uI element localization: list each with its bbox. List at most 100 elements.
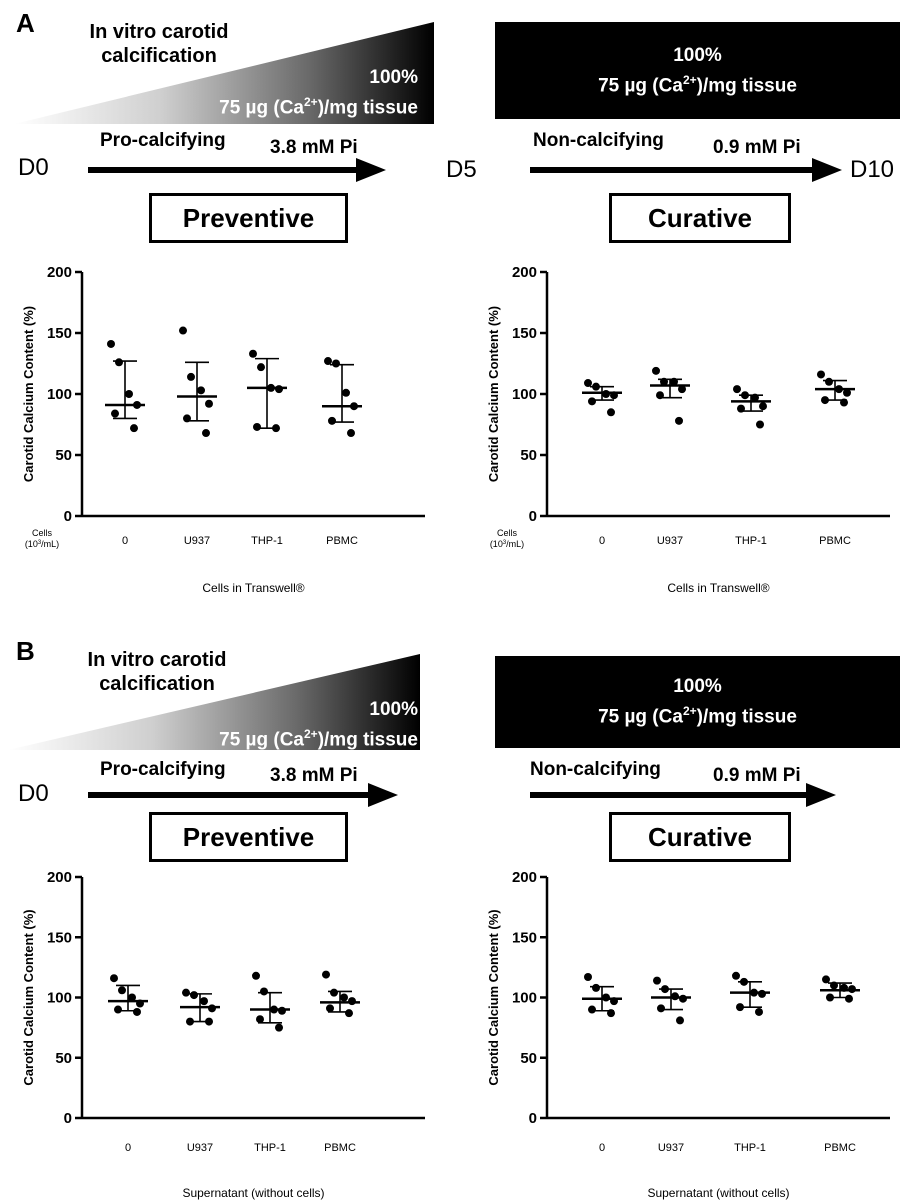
y-tick-label: 50 (55, 447, 72, 464)
data-point (671, 992, 679, 1001)
y-tick-label: 0 (64, 508, 72, 525)
box-percent-value: 100% (673, 676, 722, 698)
curative-calcified-box-b: 100% 75 µg (Ca2+)/mg tissue (495, 656, 900, 748)
chart-b-curative: 0 50 100 150 200 Carotid Calcium Content (%) 0… (486, 869, 890, 1200)
data-point (324, 357, 332, 366)
wedge-percent-value: 100% (369, 67, 418, 88)
x-tick-label: 0 (599, 1142, 605, 1154)
chart-b-preventive: 0 50 100 150 200 Carotid Calcium Content (%) 0… (21, 869, 425, 1200)
x-tick-label: 0 (125, 1142, 131, 1154)
x-tick-label: U937 (658, 1142, 684, 1154)
y-tick-label: 50 (55, 1050, 72, 1067)
y-tick-label: 100 (47, 386, 72, 403)
data-point (656, 391, 664, 400)
y-tick-label: 150 (47, 325, 72, 342)
x-axis-label: Supernatant (without cells) (182, 1186, 324, 1200)
x-tick-label: 0 (122, 535, 128, 547)
non-calcifying-conc-b: 0.9 mM Pi (713, 765, 801, 786)
data-point (592, 983, 600, 992)
data-point (741, 391, 749, 400)
data-point (330, 988, 338, 997)
data-point (275, 1023, 283, 1032)
data-point (350, 402, 358, 411)
data-point (825, 377, 833, 386)
data-point (272, 424, 280, 433)
y-tick-label: 50 (520, 1050, 537, 1067)
data-point (755, 1007, 763, 1016)
data-point (205, 399, 213, 408)
wedge-title-line1: In vitro carotid (89, 21, 229, 43)
x-axis-label: Cells in Transwell® (202, 581, 304, 595)
wedge-title-a: In vitro carotid calcification (64, 20, 254, 68)
data-point (345, 1009, 353, 1018)
box-amount: 75 µg (Ca2+)/mg tissue (598, 704, 797, 728)
wedge-title-line2: calcification (101, 45, 217, 67)
data-point (751, 393, 759, 402)
data-point (607, 1009, 615, 1018)
data-point (653, 976, 661, 985)
panel-letter-a: A (16, 8, 35, 38)
data-point (115, 358, 123, 367)
data-point (657, 1004, 665, 1013)
data-point (179, 326, 187, 335)
data-point (845, 994, 853, 1003)
pro-calcifying-conc-a: 3.8 mM Pi (270, 137, 358, 158)
data-point (675, 416, 683, 425)
data-point (182, 988, 190, 997)
data-point (128, 993, 136, 1002)
x-tick-label: 0 (599, 535, 605, 547)
data-point (661, 985, 669, 994)
pro-calcifying-label-b: Pro-calcifying (100, 759, 226, 780)
data-point (256, 1015, 264, 1024)
x-tick-label: THP-1 (251, 535, 283, 547)
calcification-gradient-wedge-a (14, 22, 434, 124)
data-point (249, 349, 257, 358)
y-tick-label: 150 (47, 929, 72, 946)
pro-calcifying-label-a: Pro-calcifying (100, 130, 226, 151)
data-point (821, 396, 829, 405)
y-tick-label: 50 (520, 447, 537, 464)
data-point (252, 971, 260, 980)
data-point (817, 370, 825, 379)
data-point (253, 422, 261, 431)
data-point (826, 993, 834, 1002)
data-point (348, 997, 356, 1006)
data-point (676, 1016, 684, 1025)
data-point (610, 997, 618, 1006)
data-point (328, 416, 336, 425)
y-tick-label: 100 (512, 386, 537, 403)
y-axis-label: Carotid Calcium Content (%) (21, 306, 36, 482)
data-point (278, 1006, 286, 1015)
preventive-title-a: Preventive (149, 193, 348, 243)
wedge-amount: 75 µg (Ca2+)/mg tissue (219, 95, 418, 119)
data-point (843, 388, 851, 397)
non-calcifying-arrow-b (530, 783, 836, 807)
wedge-title-line2: calcification (99, 673, 215, 695)
data-point (835, 385, 843, 394)
data-point (205, 1017, 213, 1026)
pro-calcifying-arrow-a (88, 158, 386, 182)
curative-title-b: Curative (609, 812, 791, 862)
panel-letter-b: B (16, 636, 35, 666)
y-tick-label: 200 (512, 264, 537, 281)
data-point (759, 402, 767, 411)
x-axis-label: Supernatant (without cells) (647, 1186, 789, 1200)
chart-a-preventive: 0 50 100 150 200 Carotid Calcium Content (%) 0… (21, 264, 425, 595)
data-point (275, 385, 283, 394)
wedge-percent-value: 100% (369, 699, 418, 720)
pro-calcifying-arrow-b (88, 783, 398, 807)
wedge-percent-a: 100% 75 µg (Ca2+)/mg tissue (160, 66, 418, 120)
x-tick-label: PBMC (824, 1142, 856, 1154)
chart-a-curative: 0 50 100 150 200 Carotid Calcium Content (%) 0… (486, 264, 890, 595)
data-point (110, 974, 118, 983)
wedge-amount: 75 µg (Ca2+)/mg tissue (219, 727, 418, 751)
data-point (736, 1003, 744, 1012)
day-label-d0-b: D0 (18, 780, 49, 807)
data-point (584, 379, 592, 388)
y-axis-label: Carotid Calcium Content (%) (486, 306, 501, 482)
data-point (607, 408, 615, 417)
data-point (183, 414, 191, 423)
x-tick-label: THP-1 (735, 535, 767, 547)
x-tick-label: U937 (187, 1142, 213, 1154)
data-point (592, 382, 600, 391)
